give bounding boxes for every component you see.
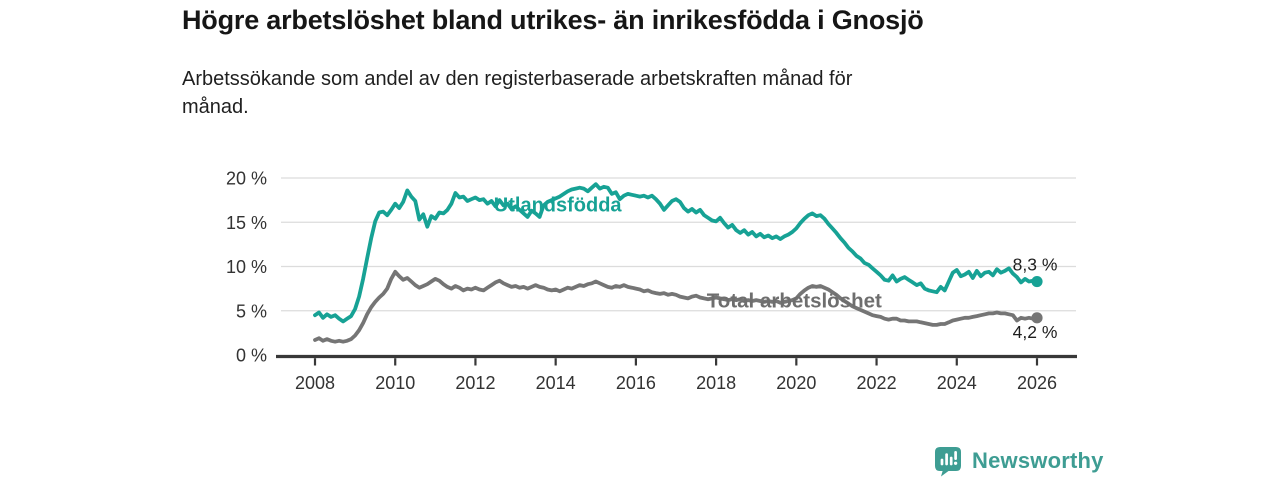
x-axis-label-2018: 2018 <box>696 373 736 393</box>
x-axis-label-2016: 2016 <box>616 373 656 393</box>
series-label-utlandsf-dda: Utlandsfödda <box>494 195 623 217</box>
speech-bubble-shape <box>935 447 961 477</box>
x-axis-label-2020: 2020 <box>776 373 816 393</box>
chart-title: Högre arbetslöshet bland utrikes- än inr… <box>182 5 924 35</box>
series-line-total-arbetsl-shet <box>313 269 1039 344</box>
y-axis-label-20: 20 % <box>226 169 267 189</box>
x-axis-label-2026: 2026 <box>1017 373 1057 393</box>
y-axis-label-10: 10 % <box>226 257 267 277</box>
x-axis-label-2010: 2010 <box>375 373 415 393</box>
newsworthy-logo-icon <box>935 447 961 477</box>
y-axis-label-15: 15 % <box>226 213 267 233</box>
series-end-label: 8,3 % <box>1013 255 1058 275</box>
newsworthy-branding-link[interactable]: Newsworthy <box>933 445 1104 477</box>
series-end-dot-total-arbetsl-shet <box>1031 312 1043 324</box>
x-axis-label-2008: 2008 <box>295 373 335 393</box>
x-axis-label-2022: 2022 <box>857 373 897 393</box>
series-end-dot-utlandsf-dda <box>1031 275 1043 288</box>
y-axis-label-5: 5 % <box>236 301 267 321</box>
series-line-utlandsf-dda <box>313 182 1039 324</box>
x-axis-label-2012: 2012 <box>455 373 495 393</box>
chart-subtitle: Arbetssökande som andel av den registerb… <box>182 68 853 118</box>
newsworthy-logo-text: Newsworthy <box>972 448 1104 473</box>
exclamation-dot <box>953 461 958 465</box>
series-label-total-arbetsl-shet: Total arbetslöshet <box>707 290 882 313</box>
series-end-label: 4,2 % <box>1013 322 1058 342</box>
x-axis-label-2024: 2024 <box>937 373 977 393</box>
y-axis-label-0: 0 % <box>236 346 267 366</box>
x-axis-label-2014: 2014 <box>536 373 576 393</box>
